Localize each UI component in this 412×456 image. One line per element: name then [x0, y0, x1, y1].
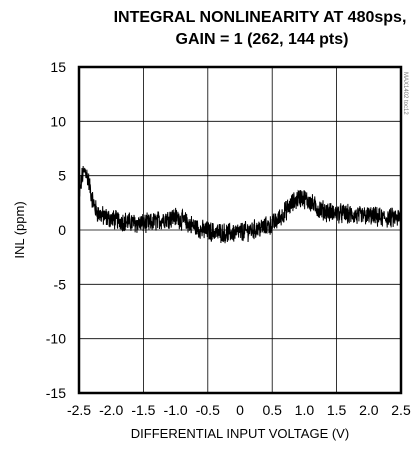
y-tick-label: 10: [50, 113, 66, 129]
inl-series-line: [78, 166, 402, 244]
grid: [79, 67, 401, 393]
chart-title: INTEGRAL NONLINEARITY AT 480sps,: [114, 9, 407, 26]
y-tick-label: 5: [58, 168, 66, 184]
x-tick-label: 2.0: [359, 402, 379, 418]
x-tick-label: -1.0: [164, 402, 188, 418]
x-tick-labels: -2.5 -2.0 -1.5 -1.0 -0.5 0 0.5 1.0 1.5 2.0 2.5: [67, 402, 411, 418]
x-tick-label: 2.5: [391, 402, 411, 418]
data-layer: [78, 166, 402, 244]
x-tick-label: 1.5: [327, 402, 347, 418]
x-tick-label: 0: [236, 402, 244, 418]
x-tick-label: 1.0: [295, 402, 315, 418]
figure-id: MAX1402 toc12: [402, 72, 408, 115]
plot-frame: [77, 65, 403, 395]
y-tick-labels: 15 10 5 0 -5 -10 -15: [46, 59, 66, 401]
x-tick-label: 0.5: [262, 402, 282, 418]
x-tick-label: -2.5: [67, 402, 91, 418]
x-axis-label: DIFFERENTIAL INPUT VOLTAGE (V): [131, 426, 349, 441]
y-tick-label: -5: [54, 276, 67, 292]
y-tick-label: 15: [50, 59, 66, 75]
y-tick-label: -15: [46, 385, 66, 401]
y-tick-label: 0: [58, 222, 66, 238]
x-tick-label: -0.5: [196, 402, 220, 418]
x-tick-label: -1.5: [131, 402, 155, 418]
x-tick-label: -2.0: [99, 402, 123, 418]
y-axis-label: INL (ppm): [12, 201, 27, 258]
chart-subtitle: GAIN = 1 (262, 144 pts): [176, 31, 349, 48]
y-tick-label: -10: [46, 331, 66, 347]
